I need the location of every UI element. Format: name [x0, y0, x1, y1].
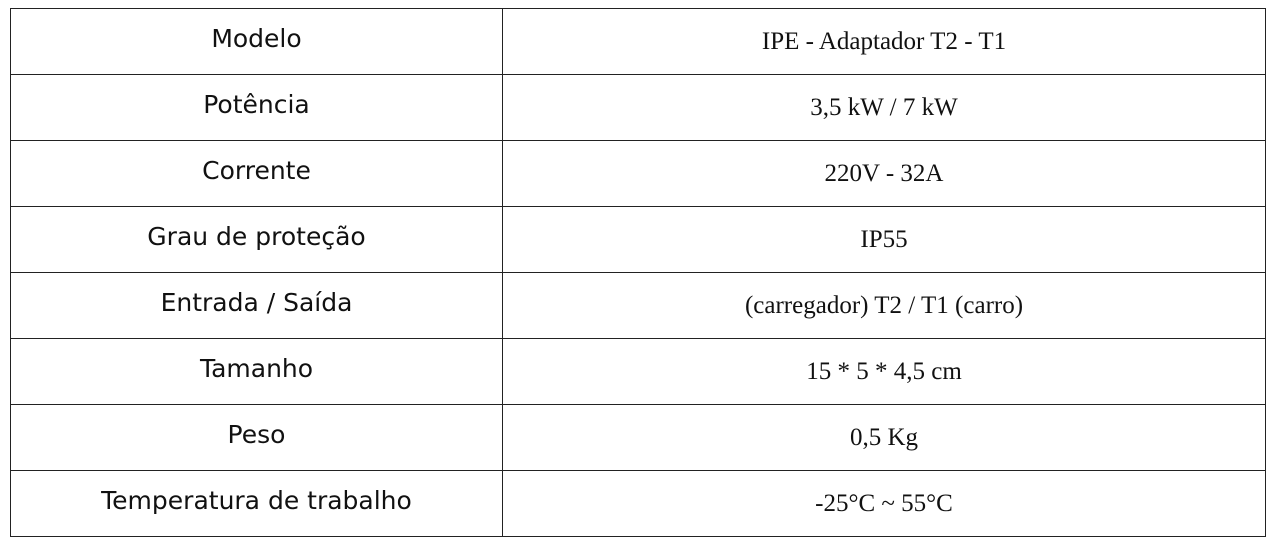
- table-row: Corrente 220V - 32A: [10, 140, 1266, 207]
- spec-value: (carregador) T2 / T1 (carro): [502, 272, 1266, 339]
- table-row: Peso 0,5 Kg: [10, 404, 1266, 471]
- table-row: Tamanho 15 * 5 * 4,5 cm: [10, 338, 1266, 405]
- spec-value: 3,5 kW / 7 kW: [502, 74, 1266, 141]
- spec-label: Tamanho: [10, 338, 503, 405]
- spec-table: Modelo IPE - Adaptador T2 - T1 Potência 3,5…: [10, 8, 1266, 537]
- spec-value: IPE - Adaptador T2 - T1: [502, 8, 1266, 75]
- table-row: Potência 3,5 kW / 7 kW: [10, 74, 1266, 141]
- spec-label: Corrente: [10, 140, 503, 207]
- spec-label: Peso: [10, 404, 503, 471]
- spec-value: 0,5 Kg: [502, 404, 1266, 471]
- spec-label: Grau de proteção: [10, 206, 503, 273]
- table-row: Entrada / Saída (carregador) T2 / T1 (car…: [10, 272, 1266, 339]
- spec-value: 220V - 32A: [502, 140, 1266, 207]
- table-row: Grau de proteção IP55: [10, 206, 1266, 273]
- spec-label: Potência: [10, 74, 503, 141]
- table-row: Modelo IPE - Adaptador T2 - T1: [10, 8, 1266, 75]
- spec-value: IP55: [502, 206, 1266, 273]
- spec-label: Modelo: [10, 8, 503, 75]
- page: Modelo IPE - Adaptador T2 - T1 Potência 3,5…: [10, 8, 1266, 537]
- spec-value: 15 * 5 * 4,5 cm: [502, 338, 1266, 405]
- table-body: Modelo IPE - Adaptador T2 - T1 Potência 3,5…: [10, 8, 1266, 537]
- spec-label: Entrada / Saída: [10, 272, 503, 339]
